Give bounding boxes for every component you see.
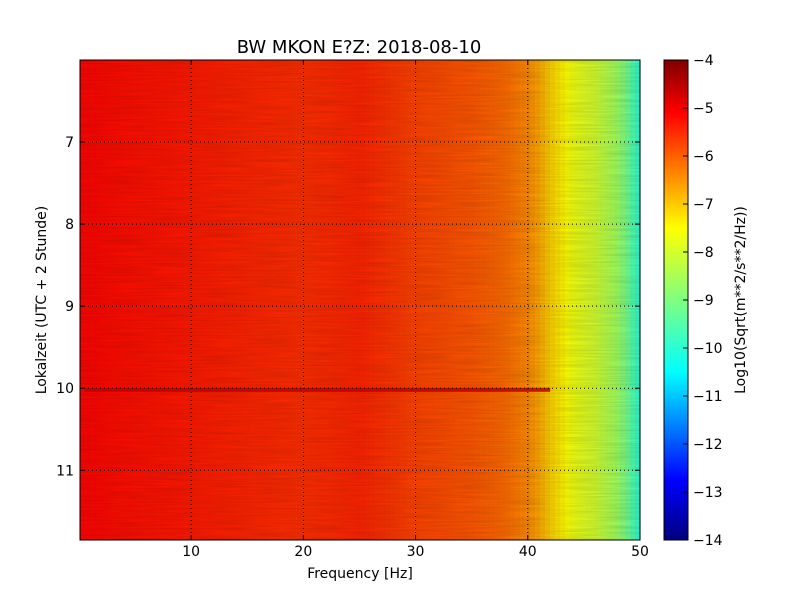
y-tick-label: 11 [56,463,74,479]
x-tick-label: 40 [519,544,537,560]
y-tick-label: 10 [56,381,74,397]
event-line [84,387,551,392]
colorbar-tick-label: −9 [693,293,714,309]
x-tick-label: 10 [182,544,200,560]
plot-frame [79,59,641,541]
colorbar-tick-label: −8 [693,245,714,261]
colorbar-tick-label: −7 [693,197,714,213]
y-tick-label: 9 [65,299,74,315]
spectrogram-texture [80,60,640,540]
colorbar-tick-label: −14 [693,533,723,549]
y-axis-ticks: 7 8 9 10 11 [56,135,640,479]
colorbar-tick-label: −11 [693,389,723,405]
colorbar: −4 −5 −6 −7 −8 −9 −10 −11 −12 −13 −14 Log10(Sqrt(m… [663,53,749,549]
colorbar-ticks: −4 −5 −6 −7 −8 −9 −10 −11 −12 −13 −14 [683,53,723,549]
colorbar-tick-label: −10 [693,341,723,357]
x-axis-ticks: 10 20 30 40 50 [182,60,649,560]
x-tick-label: 50 [631,544,649,560]
colorbar-label: Log10(Sqrt(m**2/s**2/Hz)) [733,206,749,394]
spectrogram-plot-area [79,59,641,541]
colorbar-tick-label: −4 [693,53,714,69]
y-tick-label: 8 [65,217,74,233]
colorbar-tick-label: −13 [693,485,723,501]
colorbar-tick-label: −12 [693,437,723,453]
y-axis-label: Lokalzeit (UTC + 2 Stunde) [34,206,50,395]
chart-title: BW MKON E?Z: 2018-08-10 [237,37,482,58]
colorbar-tick-label: −6 [693,149,714,165]
event-lines [84,387,551,392]
x-tick-label: 30 [407,544,425,560]
x-tick-label: 20 [294,544,312,560]
colorbar-tick-label: −5 [693,101,714,117]
y-tick-label: 7 [65,135,74,151]
x-axis-label: Frequency [Hz] [307,566,413,582]
grid-lines [80,60,640,540]
